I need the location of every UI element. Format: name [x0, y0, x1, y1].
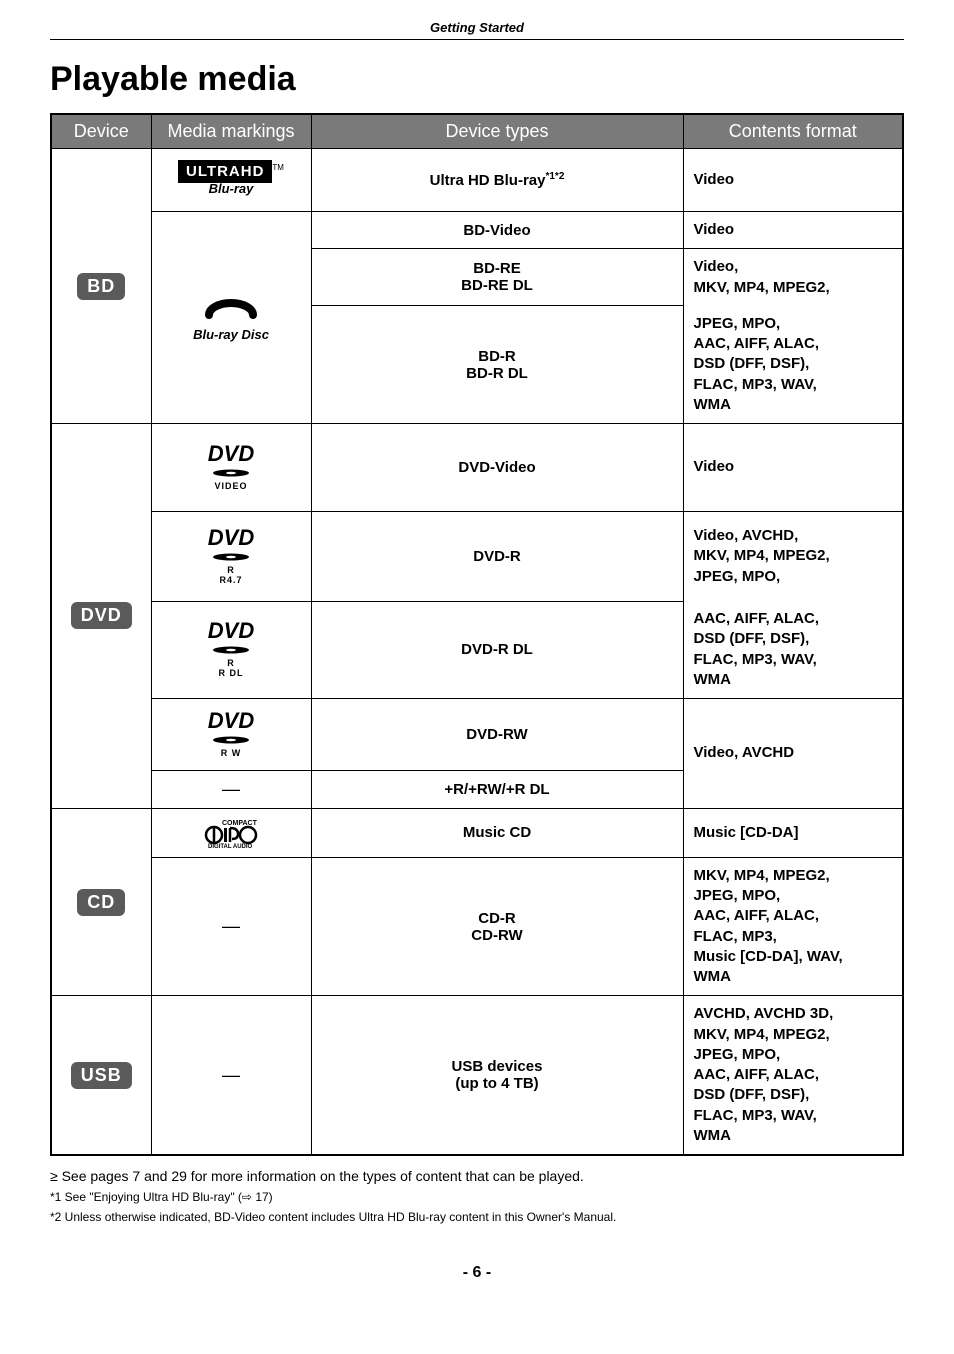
dvd-badge: DVD [71, 602, 132, 629]
format-cell: Video [683, 424, 903, 512]
format-cell: Video [683, 149, 903, 212]
format-cell: Video,MKV, MP4, MPEG2, [683, 249, 903, 306]
format-cell: Video, AVCHD [683, 699, 903, 809]
type-label: USB devices [322, 1058, 673, 1075]
format-cell: MKV, MP4, MPEG2,JPEG, MPO,AAC, AIFF, ALA… [683, 857, 903, 996]
dvd-sub-text: R W [162, 748, 301, 758]
format-cell: JPEG, MPO,AAC, AIFF, ALAC,DSD (DFF, DSF)… [683, 306, 903, 424]
col-format: Contents format [683, 114, 903, 149]
bluraydisc-logo: Blu-ray Disc [162, 293, 301, 342]
dash-mark: — [222, 916, 240, 936]
footnote-2: *2 Unless otherwise indicated, BD-Video … [50, 1210, 904, 1224]
table-header-row: Device Media markings Device types Conte… [51, 114, 903, 149]
table-row: DVD RR DL DVD-R DL AAC, AIFF, ALAC,DSD (… [51, 601, 903, 699]
footnote-1: *1 See "Enjoying Ultra HD Blu-ray" (⇨ 17… [50, 1190, 904, 1204]
dvd-disc-icon [211, 736, 251, 744]
col-markings: Media markings [151, 114, 311, 149]
bluray-arc-icon [201, 293, 261, 323]
dvd-logo-text: DVD [162, 711, 301, 731]
col-device: Device [51, 114, 151, 149]
dvd-disc-icon [211, 553, 251, 561]
dvd-logo-text: DVD [162, 528, 301, 548]
playable-media-table: Device Media markings Device types Conte… [50, 113, 904, 1156]
ultrahd-sub: Blu-ray [209, 181, 254, 196]
table-row: USB — USB devices (up to 4 TB) AVCHD, AV… [51, 996, 903, 1155]
format-cell: AVCHD, AVCHD 3D,MKV, MP4, MPEG2,JPEG, MP… [683, 996, 903, 1155]
table-row: Blu-ray Disc BD-Video Video [51, 212, 903, 249]
section-header: Getting Started [50, 20, 904, 40]
compact-disc-logo: COMPACT DIGITAL AUDIO [162, 817, 301, 849]
type-label: DVD-R DL [311, 601, 683, 699]
type-label: BD-RE DL [322, 277, 673, 294]
type-label: Ultra HD Blu-ray [430, 172, 546, 189]
dvd-rdl-logo: DVD RR DL [162, 621, 301, 678]
cd-badge: CD [77, 889, 125, 916]
ultrahd-text: ULTRAHD [186, 163, 264, 180]
table-row: — CD-R CD-RW MKV, MP4, MPEG2,JPEG, MPO,A… [51, 857, 903, 996]
svg-text:DIGITAL AUDIO: DIGITAL AUDIO [208, 844, 253, 849]
dvd-sub-text: RR4.7 [162, 565, 301, 585]
format-cell: Music [CD-DA] [683, 808, 903, 857]
table-row: DVD R W DVD-RW Video, AVCHD [51, 699, 903, 771]
type-label: Music CD [311, 808, 683, 857]
table-row: DVD DVD VIDEO DVD-Video Video [51, 424, 903, 512]
dvd-disc-icon [211, 469, 251, 477]
tm-mark: TM [272, 163, 284, 172]
dvd-r-logo: DVD RR4.7 [162, 528, 301, 585]
type-label: CD-RW [322, 927, 673, 944]
type-label: CD-R [322, 910, 673, 927]
type-sup: *1*2 [545, 171, 564, 182]
dash-mark: — [222, 779, 240, 799]
table-row: DVD RR4.7 DVD-R Video, AVCHD,MKV, MP4, M… [51, 511, 903, 601]
format-cell: Video [683, 212, 903, 249]
table-row: BD ULTRAHDTM Blu-ray Ultra HD Blu-ray*1*… [51, 149, 903, 212]
type-label: DVD-RW [311, 699, 683, 771]
dvd-sub-text: VIDEO [162, 481, 301, 491]
bluraydisc-text: Blu-ray Disc [162, 327, 301, 342]
svg-text:COMPACT: COMPACT [222, 820, 258, 827]
format-cell: Video, AVCHD,MKV, MP4, MPEG2,JPEG, MPO, [683, 511, 903, 601]
type-label: DVD-R [311, 511, 683, 601]
page-title: Playable media [50, 60, 904, 99]
dvd-disc-icon [211, 646, 251, 654]
type-label: (up to 4 TB) [322, 1075, 673, 1092]
type-label: BD-RE [322, 260, 673, 277]
dvd-rw-logo: DVD R W [162, 711, 301, 758]
format-cell: AAC, AIFF, ALAC,DSD (DFF, DSF),FLAC, MP3… [683, 601, 903, 699]
dvd-video-logo: DVD VIDEO [162, 444, 301, 491]
usb-badge: USB [71, 1062, 132, 1089]
type-label: +R/+RW/+R DL [311, 770, 683, 808]
dvd-logo-text: DVD [162, 444, 301, 464]
dash-mark: — [222, 1065, 240, 1085]
type-label: BD-R [322, 348, 673, 365]
notes-section: ≥ See pages 7 and 29 for more informatio… [50, 1168, 904, 1224]
page-number: - 6 - [50, 1264, 904, 1282]
type-label: BD-Video [311, 212, 683, 249]
bd-badge: BD [77, 273, 125, 300]
ultrahd-logo: ULTRAHD TM Blu-ray [178, 163, 284, 197]
col-types: Device types [311, 114, 683, 149]
type-label: BD-R DL [322, 365, 673, 382]
dvd-sub-text: RR DL [162, 658, 301, 678]
note-bullet: ≥ See pages 7 and 29 for more informatio… [50, 1168, 904, 1184]
table-row: CD COMPACT DIGITAL AUDIO Music CD Musi [51, 808, 903, 857]
type-label: DVD-Video [311, 424, 683, 512]
dvd-logo-text: DVD [162, 621, 301, 641]
